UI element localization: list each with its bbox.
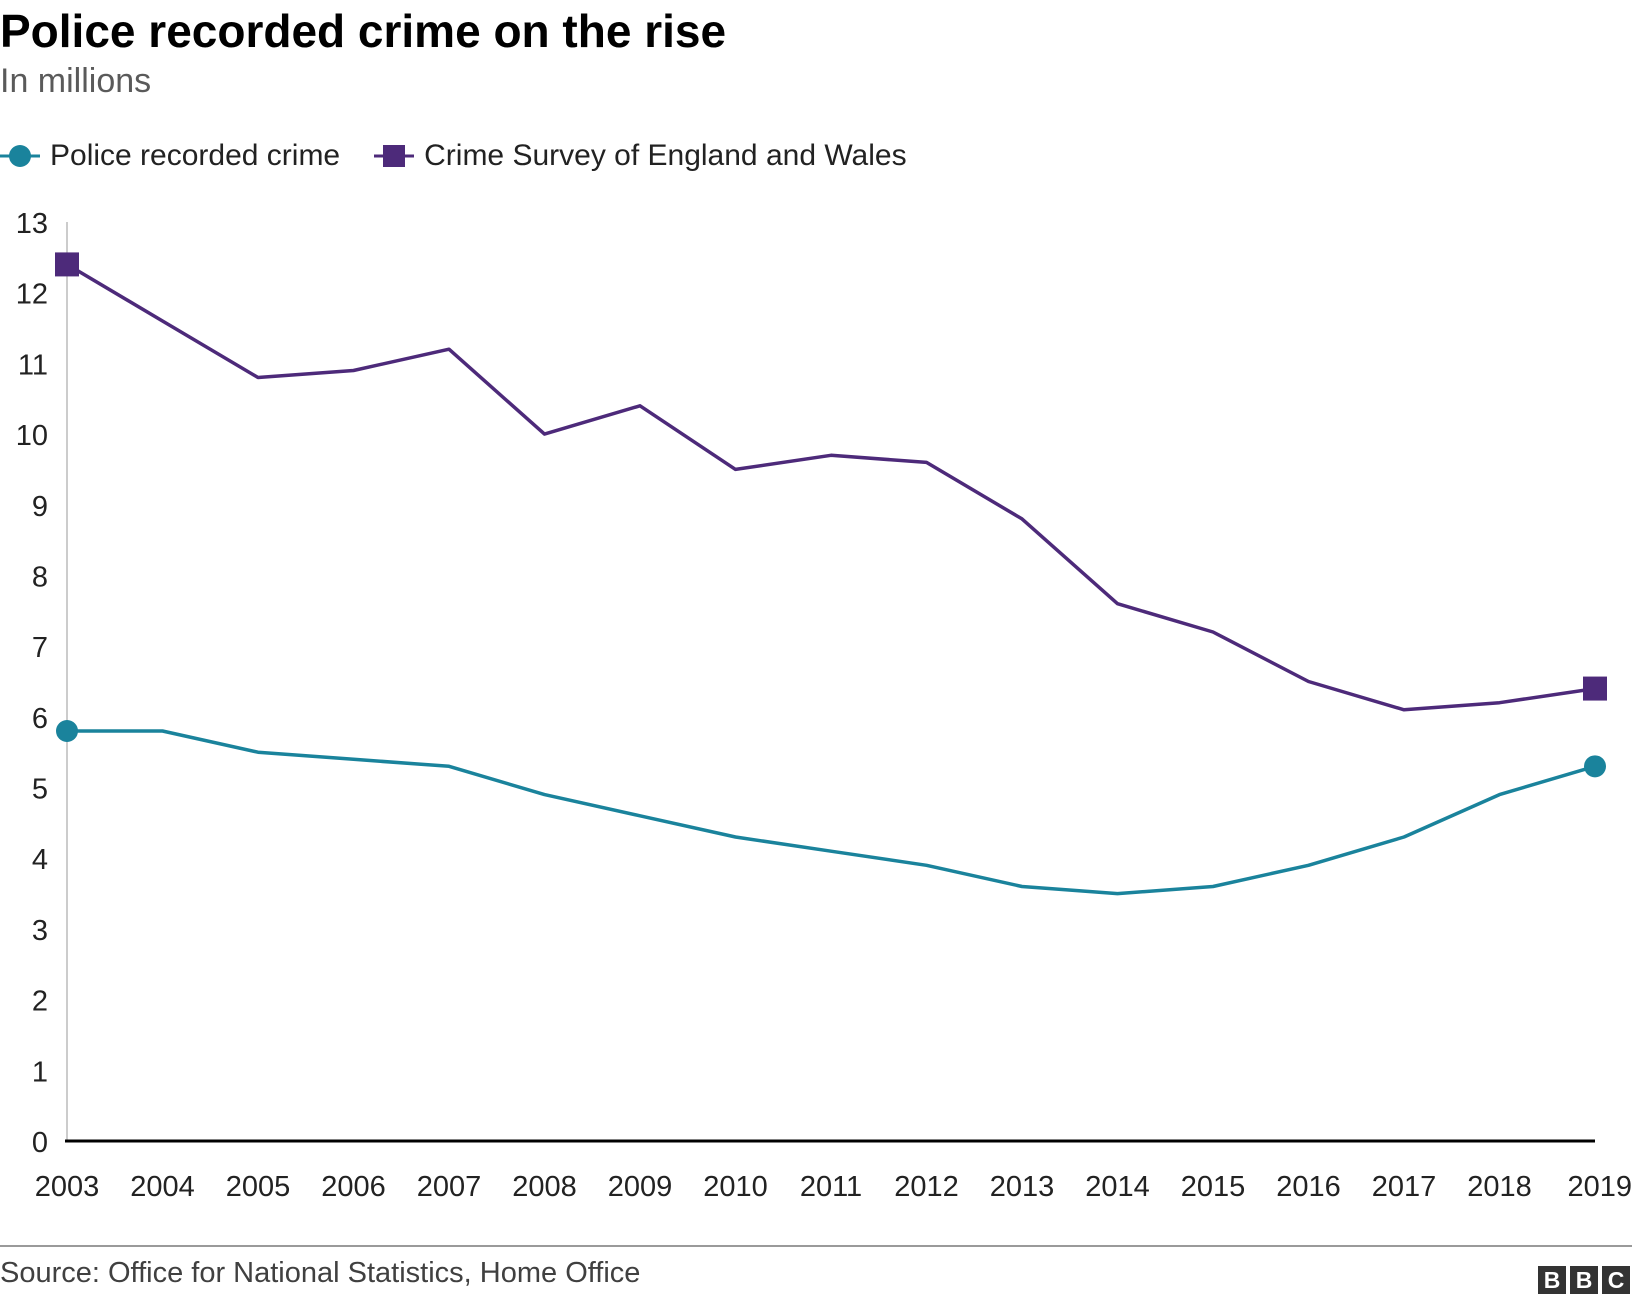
y-tick-label: 5 [32,774,48,806]
y-tick-label: 1 [32,1056,48,1088]
footer-divider [0,1245,1632,1247]
y-tick-label: 13 [16,208,48,240]
legend-label: Crime Survey of England and Wales [424,139,907,172]
logo-letter: B [1570,1266,1598,1294]
logo-letter: B [1538,1266,1566,1294]
y-tick-label: 6 [32,703,48,735]
square-marker-icon [374,145,415,167]
source-note: Source: Office for National Statistics, … [0,1257,641,1289]
x-tick-label: 2014 [1085,1171,1150,1203]
chart-subtitle: In millions [0,62,152,100]
x-tick-label: 2009 [608,1171,673,1203]
series-line-police-recorded-crime [67,729,1596,896]
x-tick-label: 2013 [990,1171,1055,1203]
x-tick-label: 2012 [894,1171,959,1203]
x-tick-label: 2010 [703,1171,768,1203]
data-point-marker [56,719,78,742]
x-tick-label: 2003 [35,1171,100,1203]
x-tick-label: 2017 [1372,1171,1437,1203]
legend-item-police-recorded-crime: Police recorded crime [0,139,340,173]
chart-title: Police recorded crime on the rise [0,5,727,57]
x-tick-label: 2005 [226,1171,291,1203]
y-tick-label: 10 [16,420,48,452]
y-tick-label: 3 [32,915,48,947]
x-tick-label: 2016 [1276,1171,1341,1203]
x-tick-label: 2011 [800,1171,862,1203]
chart-legend: Police recorded crime Crime Survey of En… [0,132,941,180]
data-point-marker [55,252,79,277]
legend-label: Police recorded crime [50,139,341,172]
y-tick-label: 11 [18,349,48,381]
bbc-logo: B B C [1534,1266,1630,1294]
y-tick-label: 0 [32,1127,48,1159]
circle-marker-icon [0,145,40,167]
x-tick-label: 2004 [130,1171,195,1203]
y-tick-label: 7 [32,632,48,664]
x-tick-label: 2019 [1567,1171,1632,1203]
y-tick-label: 2 [32,986,48,1018]
x-tick-label: 2007 [417,1171,482,1203]
x-tick-label: 2015 [1181,1171,1246,1203]
x-tick-label: 2018 [1467,1171,1532,1203]
y-tick-label: 4 [32,844,48,876]
x-tick-label: 2008 [512,1171,577,1203]
legend-item-crime-survey: Crime Survey of England and Wales [374,139,907,173]
series-line-crime-survey [66,262,1596,712]
logo-letter: C [1602,1266,1630,1294]
y-tick-label: 12 [16,279,48,311]
data-point-marker [1583,676,1607,701]
y-tick-label: 9 [32,491,48,523]
x-tick-label: 2006 [321,1171,386,1203]
data-point-marker [1584,755,1606,778]
y-tick-label: 8 [32,561,48,593]
